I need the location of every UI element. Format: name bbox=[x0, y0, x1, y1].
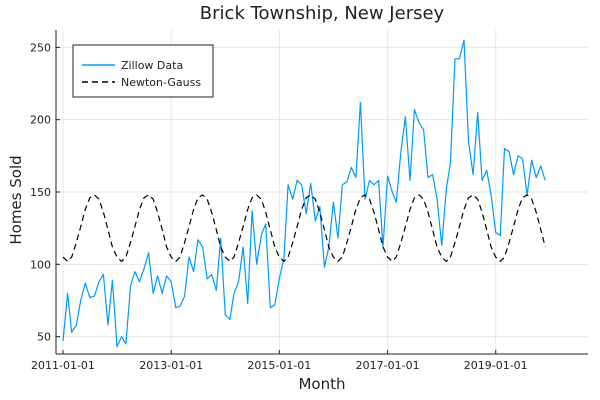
chart-title: Brick Township, New Jersey bbox=[200, 3, 445, 24]
x-tick-label: 2013-01-01 bbox=[139, 359, 203, 372]
axes bbox=[55, 30, 588, 355]
y-axis-label: Homes Sold bbox=[7, 155, 25, 244]
x-tick-label: 2017-01-01 bbox=[356, 359, 420, 372]
y-tick-label: 250 bbox=[30, 41, 51, 54]
legend-label-newton-gauss: Newton-Gauss bbox=[121, 76, 201, 89]
legend: Zillow Data Newton-Gauss bbox=[72, 44, 214, 98]
y-tick-label: 200 bbox=[30, 114, 51, 127]
legend-label-zillow-data: Zillow Data bbox=[121, 59, 183, 72]
series-line-zillow-data bbox=[62, 39, 546, 348]
x-tick-label: 2019-01-01 bbox=[464, 359, 528, 372]
series-line-newton-gauss bbox=[62, 194, 546, 262]
y-tick-label: 150 bbox=[30, 186, 51, 199]
x-axis-label: Month bbox=[298, 375, 345, 393]
tick-labels: 50 100 150 200 250 2011-01-01 2013-01-01 2015-0… bbox=[30, 41, 528, 372]
x-tick-label: 2011-01-01 bbox=[31, 359, 95, 372]
legend-box bbox=[72, 44, 214, 98]
y-tick-label: 50 bbox=[37, 331, 51, 344]
y-tick-label: 100 bbox=[30, 258, 51, 271]
series-layer bbox=[62, 39, 546, 348]
x-tick-label: 2015-01-01 bbox=[247, 359, 311, 372]
